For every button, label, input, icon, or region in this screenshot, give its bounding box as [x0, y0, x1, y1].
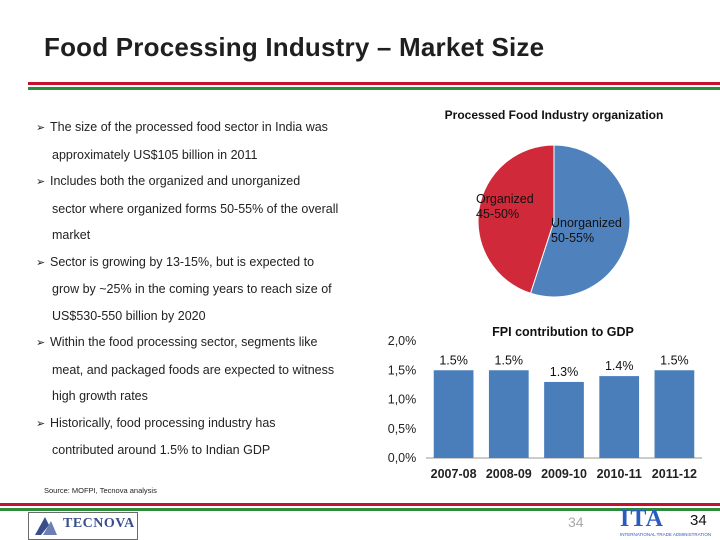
page-number-ghost: 34 [568, 514, 584, 530]
bullet-line-continued: grow by ~25% in the coming years to reac… [36, 276, 386, 303]
x-tick-label: 2010-11 [597, 467, 642, 481]
page-number: 34 [690, 512, 707, 529]
title-rule-red [28, 82, 720, 85]
bullet-item: ➢ Sector is growing by 13-15%, but is exp… [36, 249, 386, 330]
bullet-item: ➢ Historically, food processing industry … [36, 410, 386, 464]
bar-2011-12 [654, 370, 695, 458]
title-rule-white [28, 85, 720, 87]
bullet-arrow-icon: ➢ [36, 122, 46, 134]
bullet-text: high growth rates [52, 389, 148, 403]
bullet-line: ➢ Within the food processing sector, segm… [36, 329, 386, 357]
bullet-arrow-icon: ➢ [36, 176, 46, 188]
bullet-text: Within the food processing sector, segme… [50, 335, 318, 349]
bar-data-label: 1.5% [495, 353, 524, 367]
bullet-item: ➢ The size of the processed food sector i… [36, 114, 386, 168]
bullet-line-continued: market [36, 222, 386, 249]
x-tick-label: 2009-10 [541, 467, 587, 481]
footer-rule-red [0, 503, 720, 506]
title-rule-green [28, 87, 720, 90]
x-tick-label: 2011-12 [652, 467, 697, 481]
bullet-text: market [52, 228, 91, 242]
bullet-item: ➢ Within the food processing sector, segm… [36, 329, 386, 410]
bullet-item: ➢ Includes both the organized and unorgan… [36, 168, 386, 249]
pie-chart-title: Processed Food Industry organization [444, 108, 664, 122]
ita-logo-subtitle: INTERNATIONAL TRADE ADMINISTRATION [620, 532, 712, 537]
bar-2008-09 [488, 370, 529, 458]
bar-data-label: 1.3% [550, 365, 579, 379]
bar-data-label: 1.5% [660, 353, 689, 367]
x-tick-label: 2008-09 [486, 467, 532, 481]
bar-2009-10 [544, 381, 584, 458]
tecnova-logo: TECNOVA [28, 512, 138, 540]
bullet-text: The size of the processed food sector in… [50, 120, 328, 134]
bullet-list: ➢ The size of the processed food sector i… [36, 114, 386, 464]
pie-label-organized: Organized 45-50% [476, 192, 534, 221]
bar-chart-title: FPI contribution to GDP [492, 325, 634, 339]
bullet-text: sector where organized forms 50-55% of t… [52, 201, 339, 216]
bullet-text: Sector is growing by 13-15%, but is expe… [50, 254, 315, 269]
bullet-line-continued: meat, and packaged foods are expected to… [36, 357, 386, 384]
bullet-line-continued: contributed around 1.5% to Indian GDP [36, 437, 386, 464]
y-tick-label: 0,5% [388, 422, 417, 436]
bar-2010-11 [599, 376, 640, 458]
bullet-text: Includes both the organized and unorgani… [50, 174, 301, 188]
bullet-text: Historically, food processing industry h… [50, 415, 276, 430]
bullet-text: approximately US$105 billion in 2011 [52, 147, 258, 162]
bullet-text: grow by ~25% in the coming years to reac… [52, 282, 332, 296]
bullet-text: US$530-550 billion by 2020 [52, 308, 206, 323]
y-tick-label: 0,0% [388, 451, 417, 465]
bullet-text: contributed around 1.5% to Indian GDP [52, 443, 271, 457]
footer-rule-green [0, 508, 720, 511]
bullet-line: ➢ Historically, food processing industry … [36, 410, 386, 438]
source-note: Source: MOFPI, Tecnova analysis [44, 486, 157, 495]
slide-title: Food Processing Industry – Market Size [44, 32, 545, 62]
bullet-line-continued: approximately US$105 billion in 2011 [36, 142, 386, 169]
x-tick-label: 2007-08 [431, 467, 477, 481]
bar-data-label: 1.4% [605, 359, 634, 373]
tecnova-emblem-icon [35, 517, 57, 535]
bullet-text: meat, and packaged foods are expected to… [52, 362, 335, 377]
bullet-line-continued: high growth rates [36, 383, 386, 410]
bullet-line: ➢ Includes both the organized and unorgan… [36, 168, 386, 196]
footer-rule-white [0, 506, 720, 508]
bar-2007-08 [433, 370, 474, 458]
bullet-line-continued: US$530-550 billion by 2020 [36, 303, 386, 330]
bullet-arrow-icon: ➢ [36, 337, 46, 349]
ita-logo: ITA [620, 506, 664, 532]
pie-label-unorganized: Unorganized 50-55% [551, 216, 622, 245]
y-tick-label: 1,5% [388, 363, 417, 377]
bullet-line-continued: sector where organized forms 50-55% of t… [36, 196, 386, 223]
bullet-arrow-icon: ➢ [36, 417, 46, 430]
y-tick-label: 1,0% [388, 393, 417, 407]
bullet-line: ➢ The size of the processed food sector i… [36, 114, 386, 142]
bar-data-label: 1.5% [439, 353, 468, 367]
bullet-line: ➢ Sector is growing by 13-15%, but is exp… [36, 249, 386, 277]
bullet-arrow-icon: ➢ [36, 256, 46, 269]
tecnova-logo-text: TECNOVA [63, 516, 135, 531]
y-tick-label: 2,0% [388, 334, 417, 348]
